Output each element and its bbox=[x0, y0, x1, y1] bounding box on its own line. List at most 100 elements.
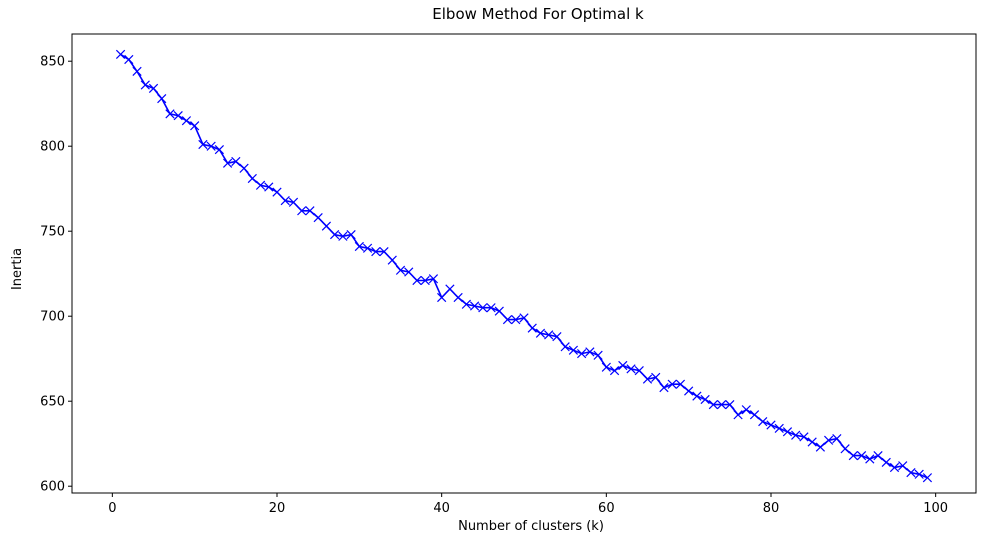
data-point bbox=[848, 450, 858, 461]
data-point bbox=[412, 275, 422, 286]
data-point bbox=[140, 80, 150, 90]
data-point bbox=[684, 386, 694, 396]
data-point bbox=[255, 180, 266, 190]
data-point bbox=[544, 330, 554, 340]
series-markers bbox=[115, 49, 933, 483]
data-point bbox=[453, 292, 463, 303]
data-point bbox=[502, 314, 513, 325]
y-tick-label: 700 bbox=[40, 310, 65, 325]
data-point bbox=[881, 457, 891, 468]
data-point bbox=[247, 173, 257, 184]
data-point bbox=[626, 364, 636, 374]
data-point bbox=[889, 462, 900, 473]
series-line bbox=[120, 53, 928, 479]
data-point bbox=[618, 360, 628, 371]
data-point bbox=[354, 241, 364, 252]
x-tick-label: 0 bbox=[108, 501, 116, 516]
data-point bbox=[379, 246, 389, 257]
data-point bbox=[741, 405, 751, 415]
data-point bbox=[395, 265, 406, 275]
data-point bbox=[124, 54, 134, 65]
data-point bbox=[362, 243, 373, 253]
data-point bbox=[511, 314, 521, 325]
data-point bbox=[190, 121, 200, 131]
data-point bbox=[692, 391, 702, 401]
data-point bbox=[815, 442, 826, 452]
data-point bbox=[313, 212, 323, 223]
data-point bbox=[371, 246, 381, 257]
data-point bbox=[445, 284, 455, 294]
y-tick-label: 750 bbox=[40, 225, 65, 240]
x-tick-label: 80 bbox=[763, 501, 780, 516]
data-point bbox=[132, 66, 142, 77]
data-point bbox=[873, 450, 883, 461]
data-point bbox=[469, 301, 480, 311]
data-point bbox=[494, 306, 504, 316]
data-point bbox=[346, 229, 356, 240]
data-point bbox=[157, 93, 167, 104]
data-point bbox=[198, 139, 208, 150]
data-point bbox=[437, 292, 447, 303]
data-point bbox=[222, 158, 233, 168]
data-point bbox=[264, 182, 274, 192]
data-point bbox=[914, 469, 924, 479]
x-axis: 0 20 40 60 80 100 bbox=[108, 493, 948, 516]
y-axis-label: Inertia bbox=[10, 248, 25, 290]
data-point bbox=[708, 399, 718, 410]
data-point bbox=[231, 156, 241, 167]
data-point bbox=[519, 313, 529, 323]
y-tick-label: 850 bbox=[40, 55, 65, 70]
data-point bbox=[577, 348, 587, 359]
data-point bbox=[725, 399, 735, 410]
data-point bbox=[758, 416, 768, 427]
data-point bbox=[766, 420, 776, 430]
data-point bbox=[552, 331, 562, 342]
data-point bbox=[749, 410, 760, 420]
data-point bbox=[782, 427, 793, 437]
x-tick-label: 100 bbox=[923, 501, 948, 516]
data-point bbox=[659, 382, 669, 393]
data-point bbox=[214, 144, 224, 155]
data-point bbox=[791, 430, 801, 440]
y-tick-label: 650 bbox=[40, 395, 65, 410]
data-point bbox=[906, 467, 916, 478]
data-point bbox=[486, 303, 496, 313]
x-axis-label: Number of clusters (k) bbox=[458, 519, 604, 534]
data-point bbox=[206, 141, 216, 151]
plot-area bbox=[71, 33, 977, 494]
data-point bbox=[642, 374, 653, 384]
data-point bbox=[865, 454, 875, 464]
data-point bbox=[404, 267, 414, 277]
data-point bbox=[609, 365, 620, 376]
data-point bbox=[148, 83, 159, 94]
data-point bbox=[478, 303, 488, 313]
data-point bbox=[239, 163, 249, 173]
y-axis: 600 650 700 750 800 850 bbox=[40, 55, 72, 495]
data-point bbox=[733, 410, 743, 420]
data-point bbox=[774, 423, 784, 434]
data-point bbox=[461, 299, 471, 309]
data-point bbox=[297, 206, 307, 216]
data-point bbox=[716, 399, 727, 410]
x-tick-label: 60 bbox=[598, 501, 615, 516]
data-point bbox=[840, 444, 850, 454]
data-point bbox=[832, 433, 842, 444]
data-point bbox=[898, 461, 908, 471]
data-point bbox=[560, 342, 570, 352]
data-point bbox=[272, 187, 282, 197]
y-tick-label: 600 bbox=[40, 480, 65, 495]
data-point bbox=[568, 345, 579, 355]
data-point bbox=[173, 110, 183, 121]
data-point bbox=[165, 109, 175, 119]
x-tick-label: 40 bbox=[433, 501, 450, 516]
data-point bbox=[700, 394, 710, 405]
data-point bbox=[922, 473, 933, 483]
data-point bbox=[288, 197, 299, 207]
data-point bbox=[856, 450, 867, 461]
data-point bbox=[585, 347, 595, 357]
data-point bbox=[675, 379, 686, 389]
plot-frame bbox=[71, 33, 977, 494]
data-point bbox=[824, 435, 834, 445]
data-point bbox=[280, 195, 290, 206]
data-point bbox=[181, 116, 192, 126]
